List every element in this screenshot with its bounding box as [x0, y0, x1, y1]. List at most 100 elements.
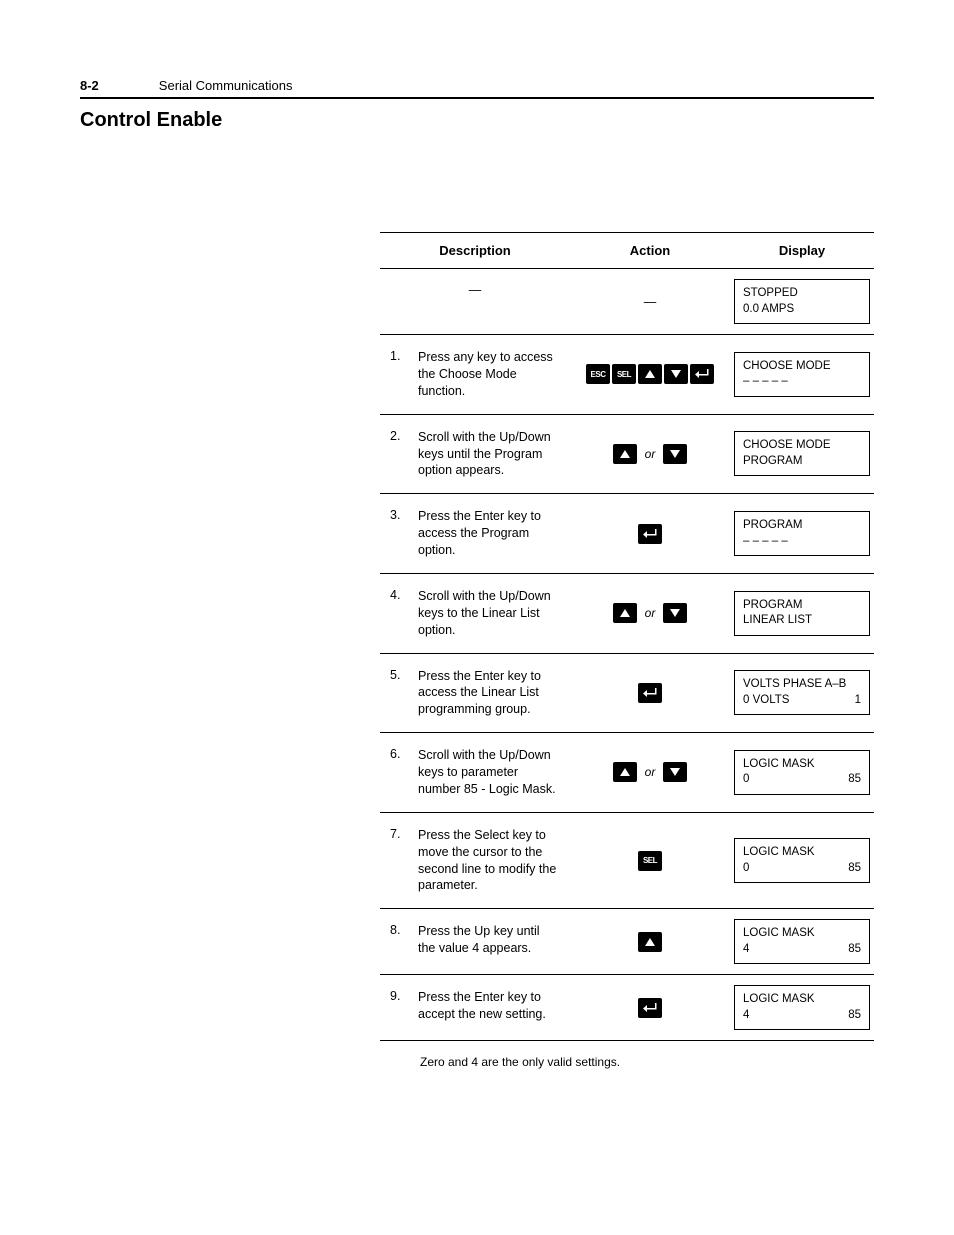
- step-number: 9.: [390, 989, 418, 1023]
- display-cell: LOGIC MASK4 85: [730, 909, 874, 975]
- down-arrow-icon: [663, 444, 687, 464]
- description-cell: 4.Scroll with the Up/Down keys to the Li…: [380, 573, 570, 653]
- display-right-value: 1: [855, 693, 861, 709]
- display-line2: – – – – –: [743, 374, 861, 390]
- display-line1: LOGIC MASK: [743, 757, 861, 773]
- display-box: LOGIC MASK085: [734, 750, 870, 795]
- description-cell: 2.Scroll with the Up/Down keys until the…: [380, 414, 570, 494]
- display-box: STOPPED0.0 AMPS: [734, 279, 870, 324]
- sel-key-icon: SEL: [638, 851, 662, 871]
- display-line1: STOPPED: [743, 286, 861, 302]
- description-cell: 7.Press the Select key to move the curso…: [380, 812, 570, 909]
- enter-arrow-icon: [638, 524, 662, 544]
- table-row: 3.Press the Enter key to access the Prog…: [380, 494, 874, 574]
- display-line2: 4 85: [743, 942, 861, 958]
- table-row: 9.Press the Enter key to accept the new …: [380, 975, 874, 1041]
- col-header-display: Display: [730, 233, 874, 269]
- step-number: 5.: [390, 668, 418, 719]
- description-cell: 9.Press the Enter key to accept the new …: [380, 975, 570, 1041]
- or-label: or: [645, 606, 656, 620]
- display-box: VOLTS PHASE A–B0 VOLTS1: [734, 670, 870, 715]
- display-line2: 0 VOLTS1: [743, 693, 861, 709]
- display-line1: CHOOSE MODE: [743, 359, 861, 375]
- display-line2: LINEAR LIST: [743, 613, 861, 629]
- table-row: 4.Scroll with the Up/Down keys to the Li…: [380, 573, 874, 653]
- procedure-table: Description Action Display ——STOPPED0.0 …: [380, 232, 874, 1041]
- page-header: 8-2 Serial Communications: [80, 78, 874, 99]
- display-line2: 0.0 AMPS: [743, 302, 861, 318]
- action-cell: ESCSEL: [570, 335, 730, 415]
- step-text: Scroll with the Up/Down keys until the P…: [418, 429, 560, 480]
- display-box: CHOOSE MODE– – – – –: [734, 352, 870, 397]
- display-right-value: 85: [848, 772, 861, 788]
- up-arrow-icon: [613, 444, 637, 464]
- or-label: or: [645, 447, 656, 461]
- display-line2: PROGRAM: [743, 454, 861, 470]
- display-box: LOGIC MASK485: [734, 985, 870, 1030]
- display-cell: PROGRAM– – – – –: [730, 494, 874, 574]
- display-line1: PROGRAM: [743, 598, 861, 614]
- display-line1: LOGIC MASK: [743, 845, 861, 861]
- display-cell: LOGIC MASK085: [730, 733, 874, 813]
- step-text: Press any key to access the Choose Mode …: [418, 349, 560, 400]
- description-cell: 6.Scroll with the Up/Down keys to parame…: [380, 733, 570, 813]
- section-title: Control Enable: [80, 109, 874, 132]
- display-cell: LOGIC MASK0 85: [730, 812, 874, 909]
- enter-arrow-icon: [690, 364, 714, 384]
- step-number: 4.: [390, 588, 418, 639]
- action-cell: [570, 909, 730, 975]
- display-line2: 4 85: [743, 1008, 861, 1024]
- description-cell: —: [380, 269, 570, 335]
- page-number: 8-2: [80, 78, 99, 93]
- footnote: Zero and 4 are the only valid settings.: [420, 1055, 874, 1069]
- table-row: ——STOPPED0.0 AMPS: [380, 269, 874, 335]
- table-row: 6.Scroll with the Up/Down keys to parame…: [380, 733, 874, 813]
- display-box: PROGRAMLINEAR LIST: [734, 591, 870, 636]
- display-line2: 085: [743, 772, 861, 788]
- display-cell: PROGRAMLINEAR LIST: [730, 573, 874, 653]
- col-header-description: Description: [380, 233, 570, 269]
- step-number: 7.: [390, 827, 418, 895]
- display-left-value: 4: [743, 1008, 749, 1024]
- display-cell: VOLTS PHASE A–B0 VOLTS1: [730, 653, 874, 733]
- step-text: Press the Enter key to access the Linear…: [418, 668, 560, 719]
- display-cell: LOGIC MASK485: [730, 975, 874, 1041]
- step-text: Press the Up key until the value 4 appea…: [418, 923, 560, 957]
- display-right-value: 85: [848, 1008, 861, 1024]
- step-number: 1.: [390, 349, 418, 400]
- display-line1: LOGIC MASK: [743, 926, 861, 942]
- step-text: Scroll with the Up/Down keys to paramete…: [418, 747, 560, 798]
- display-box: PROGRAM– – – – –: [734, 511, 870, 556]
- table-row: 8.Press the Up key until the value 4 app…: [380, 909, 874, 975]
- display-cell: CHOOSE MODEPROGRAM: [730, 414, 874, 494]
- up-arrow-icon: [638, 364, 662, 384]
- step-number: 2.: [390, 429, 418, 480]
- action-cell: [570, 494, 730, 574]
- col-header-action: Action: [570, 233, 730, 269]
- description-cell: 1.Press any key to access the Choose Mod…: [380, 335, 570, 415]
- display-right-value: 85: [848, 861, 861, 877]
- step-number: 6.: [390, 747, 418, 798]
- step-number: 3.: [390, 508, 418, 559]
- table-row: 5.Press the Enter key to access the Line…: [380, 653, 874, 733]
- sel-key-icon: SEL: [612, 364, 636, 384]
- table-row: 2.Scroll with the Up/Down keys until the…: [380, 414, 874, 494]
- step-text: Scroll with the Up/Down keys to the Line…: [418, 588, 560, 639]
- display-left-value: 0: [743, 861, 749, 877]
- step-text: Press the Enter key to accept the new se…: [418, 989, 560, 1023]
- description-cell: 5.Press the Enter key to access the Line…: [380, 653, 570, 733]
- display-cell: STOPPED0.0 AMPS: [730, 269, 874, 335]
- description-cell: 3.Press the Enter key to access the Prog…: [380, 494, 570, 574]
- display-right-value: 85: [848, 942, 861, 958]
- or-label: or: [645, 765, 656, 779]
- step-text: Press the Enter key to access the Progra…: [418, 508, 560, 559]
- display-line2: – – – – –: [743, 534, 861, 550]
- action-cell: or: [570, 733, 730, 813]
- step-text: Press the Select key to move the cursor …: [418, 827, 560, 895]
- display-line1: VOLTS PHASE A–B: [743, 677, 861, 693]
- display-box: LOGIC MASK0 85: [734, 838, 870, 883]
- display-cell: CHOOSE MODE– – – – –: [730, 335, 874, 415]
- up-arrow-icon: [638, 932, 662, 952]
- display-left-value: 4: [743, 942, 749, 958]
- down-arrow-icon: [663, 762, 687, 782]
